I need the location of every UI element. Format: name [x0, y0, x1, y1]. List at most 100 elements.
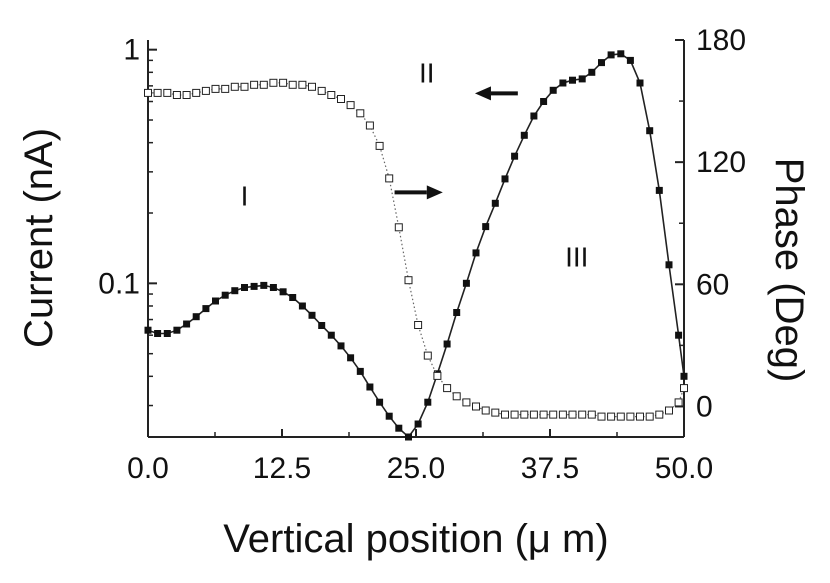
data-point-current — [395, 424, 403, 432]
data-point-current — [646, 127, 654, 135]
data-point-current — [154, 330, 162, 337]
data-point-phase — [327, 91, 336, 99]
data-point-phase — [308, 82, 316, 91]
data-point-current — [482, 223, 490, 231]
data-point-phase — [404, 276, 413, 285]
y-right-axis-title: Phase (Deg) — [767, 158, 811, 383]
data-point-phase — [317, 86, 326, 95]
y-left-tick-label: 1 — [123, 34, 140, 67]
data-point-current — [183, 320, 191, 328]
x-tick-label: 25.0 — [387, 452, 445, 485]
data-point-current — [598, 59, 605, 67]
data-point-phase — [549, 410, 558, 419]
y-left-tick-label: 0.1 — [98, 267, 140, 300]
data-point-current — [318, 322, 326, 329]
data-point-phase — [452, 392, 461, 401]
x-ticks: 0.0 12.5 25.0 37.5 50.0 — [127, 429, 713, 485]
data-point-phase — [182, 91, 191, 99]
data-point-phase — [520, 410, 529, 419]
data-point-phase — [269, 78, 278, 87]
data-point-phase — [529, 410, 538, 419]
x-axis-title: Vertical position (μ m) — [223, 517, 608, 561]
data-point-phase — [472, 402, 480, 411]
y-right-tick-label: 60 — [696, 268, 729, 301]
data-point-phase — [510, 410, 519, 419]
data-point-current — [405, 433, 412, 441]
data-point-current — [511, 152, 519, 160]
data-point-phase — [375, 141, 384, 150]
data-point-current — [385, 412, 393, 420]
data-point-phase — [144, 88, 152, 97]
data-point-current — [424, 398, 432, 406]
data-point-current — [675, 331, 683, 339]
data-point-current — [617, 50, 625, 58]
data-point-phase — [616, 412, 625, 421]
data-point-current — [549, 86, 557, 94]
data-point-phase — [153, 88, 162, 97]
data-point-phase — [201, 86, 210, 95]
data-point-current — [221, 291, 229, 299]
data-point-phase — [221, 84, 230, 93]
data-point-current — [337, 342, 345, 350]
y-left-ticks: 10.1 — [98, 34, 157, 407]
data-point-current — [366, 383, 374, 391]
data-point-current — [212, 297, 219, 305]
data-point-current — [636, 79, 644, 87]
data-point-phase — [462, 398, 471, 407]
arrow-right-to-phase — [394, 185, 443, 200]
data-point-current — [665, 261, 673, 269]
y-left-axis-title: Current (nA) — [17, 128, 61, 348]
data-point-current — [462, 279, 470, 287]
data-point-current — [289, 294, 297, 301]
data-point-phase — [250, 80, 259, 89]
x-tick-label: 37.5 — [521, 452, 579, 485]
data-point-phase — [230, 82, 239, 91]
data-point-current — [680, 372, 688, 380]
data-point-current — [501, 175, 509, 183]
region-label: III — [565, 242, 588, 273]
data-point-current — [376, 398, 384, 406]
region-label: II — [419, 57, 435, 88]
data-point-phase — [680, 384, 688, 393]
data-point-phase — [674, 398, 683, 407]
data-point-phase — [356, 109, 365, 118]
data-point-current — [298, 302, 306, 310]
region-label: I — [241, 180, 249, 211]
data-point-phase — [539, 410, 548, 419]
data-point-phase — [172, 91, 181, 99]
series-line-current — [147, 52, 685, 439]
data-point-current — [540, 98, 548, 105]
data-point-current — [279, 288, 287, 296]
y-right-tick-label: 180 — [696, 24, 746, 57]
data-point-current — [192, 313, 200, 321]
data-point-current — [241, 284, 248, 291]
data-point-phase — [645, 412, 654, 421]
data-point-phase — [423, 351, 432, 360]
data-point-phase — [394, 223, 403, 232]
data-point-phase — [298, 80, 307, 89]
data-point-phase — [433, 371, 442, 380]
data-point-phase — [365, 121, 374, 130]
data-point-phase — [655, 410, 664, 419]
data-point-current — [626, 56, 634, 64]
y-right-ticks: 180 120 60 0 — [675, 24, 746, 423]
data-point-phase — [491, 408, 500, 417]
data-point-current — [327, 331, 335, 339]
data-point-current — [472, 249, 480, 257]
data-point-current — [202, 305, 210, 313]
data-point-current — [559, 79, 567, 87]
data-point-current — [250, 282, 258, 290]
data-point-current — [520, 131, 528, 139]
data-point-current — [453, 309, 461, 316]
data-point-phase — [607, 412, 616, 421]
data-point-current — [607, 51, 615, 59]
data-point-current — [173, 326, 181, 334]
data-point-phase — [259, 80, 268, 89]
data-point-current — [308, 311, 316, 319]
data-point-current — [260, 281, 268, 289]
data-point-phase — [665, 406, 673, 415]
series-group — [144, 50, 688, 441]
data-point-phase — [240, 82, 249, 91]
series-line-phase — [148, 82, 685, 418]
